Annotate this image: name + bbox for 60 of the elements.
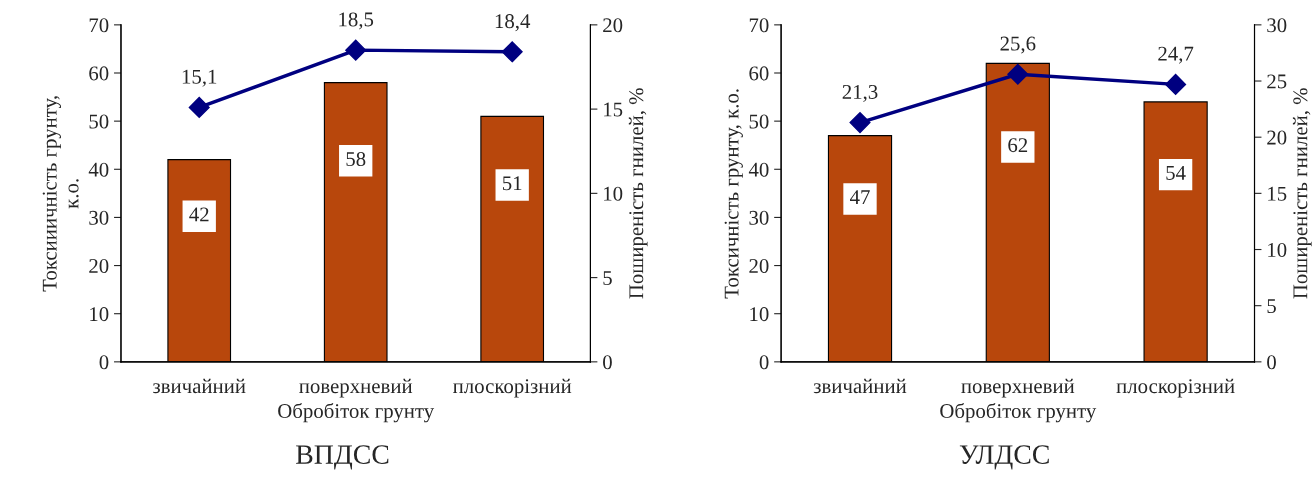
y2-tick-label: 0 <box>603 355 612 370</box>
x-axis-title: Обробіток грунту <box>278 402 435 423</box>
y2-tick-label: 10 <box>1268 242 1287 257</box>
data-label: 18,4 <box>495 14 531 32</box>
x-tick-label: поверхневий <box>299 378 413 398</box>
y-tick-label: 30 <box>89 210 109 225</box>
y-tick-label: 20 <box>749 258 769 273</box>
y-axis-title: Токсичність грунту, к.о. <box>724 89 743 299</box>
data-label: 47 <box>850 190 870 204</box>
y-tick-label: 30 <box>749 210 769 225</box>
y-tick-label: 50 <box>89 114 109 129</box>
y2-tick-label: 5 <box>603 271 612 286</box>
y-tick-label: 40 <box>748 162 769 177</box>
text: ВПДСС <box>296 445 389 470</box>
y-tick-label: 60 <box>89 66 109 81</box>
x-tick-label: поверхневий <box>961 378 1075 398</box>
data-label: 42 <box>189 207 209 222</box>
data-label: 15,1 <box>182 69 217 87</box>
x-tick-label: звичайний <box>813 378 907 394</box>
y-tick-label: 70 <box>749 18 769 33</box>
y2-tick-label: 20 <box>603 18 623 33</box>
y-tick-label: 60 <box>749 66 769 81</box>
data-label: 24,7 <box>1158 46 1194 64</box>
y2-axis-title: Поширеність гнилей, % <box>1292 88 1312 299</box>
data-label: 62 <box>1008 138 1028 153</box>
point <box>1165 73 1187 95</box>
data-label: 58 <box>346 151 366 167</box>
y-tick-label: 0 <box>99 355 109 370</box>
x-axis-title: Обробіток грунту <box>940 402 1097 423</box>
y-axis-title: Токсииичність грунту, к.о. <box>42 96 79 292</box>
y2-tick-label: 25 <box>1267 74 1287 89</box>
x-tick-label: звичайний <box>153 378 246 394</box>
y-tick-label: 40 <box>88 162 109 177</box>
x-tick-label: плоскорізний <box>453 378 572 398</box>
x-tick-label: плоскорізний <box>1116 378 1235 398</box>
data-label: 25,6 <box>1000 36 1036 54</box>
point <box>1007 63 1029 85</box>
y2-tick-label: 0 <box>1267 355 1276 370</box>
y-tick-label: 70 <box>89 18 109 33</box>
point <box>849 112 871 134</box>
y-tick-label: 0 <box>759 355 769 370</box>
y2-tick-label: 15 <box>1268 186 1287 201</box>
text: УЛДСС <box>959 445 1049 470</box>
y2-tick-label: 5 <box>1267 299 1276 314</box>
y-tick-label: 10 <box>750 307 769 322</box>
y2-tick-label: 10 <box>604 186 623 201</box>
y2-tick-label: 30 <box>1267 18 1287 33</box>
y-tick-label: 10 <box>90 307 109 322</box>
y-tick-label: 50 <box>749 114 769 129</box>
data-label: 54 <box>1166 165 1186 180</box>
point <box>345 39 367 61</box>
data-label: 18,5 <box>339 12 374 30</box>
y2-tick-label: 15 <box>604 102 623 117</box>
y2-axis-title: Поширеність гнилей, % <box>628 88 648 299</box>
point <box>501 41 523 63</box>
point <box>188 96 210 118</box>
y-tick-label: 20 <box>89 258 109 273</box>
data-label: 51 <box>502 176 522 191</box>
y2-tick-label: 20 <box>1267 130 1287 145</box>
data-label: 21,3 <box>842 84 878 102</box>
